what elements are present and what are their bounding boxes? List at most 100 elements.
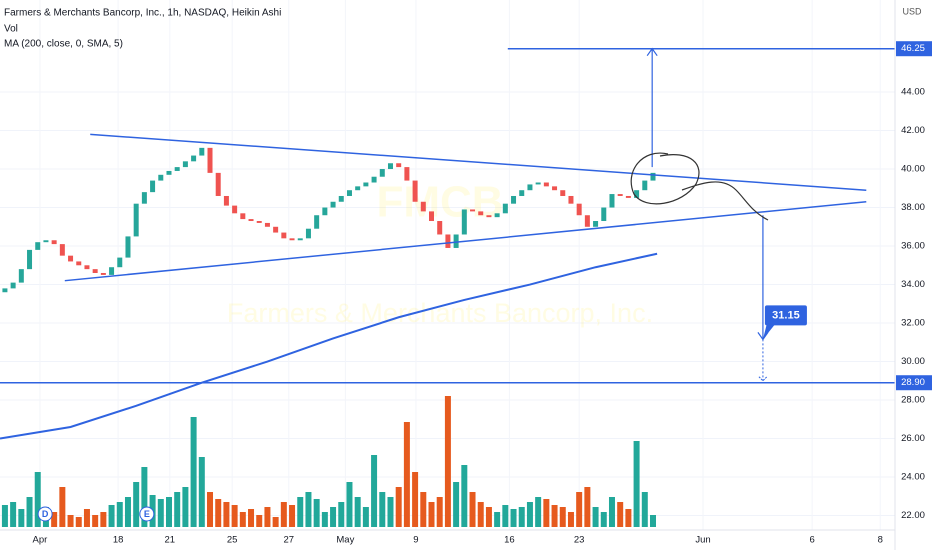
volume-bar [403, 422, 410, 527]
candle-body [199, 147, 205, 156]
candle-body [576, 203, 582, 216]
candle-body [511, 195, 517, 204]
x-tick-label: 21 [165, 535, 176, 546]
candle-body [437, 221, 443, 235]
volume-bar [543, 499, 550, 527]
watermark: FMCB Farmers & Merchants Bancorp, Inc. [227, 178, 653, 329]
volume-bar [453, 482, 460, 527]
sketch [630, 152, 769, 221]
y-tick-label: 22.00 [901, 510, 925, 521]
candle-body [35, 242, 41, 250]
x-tick-label: 8 [878, 535, 883, 546]
x-tick-label: Apr [33, 535, 48, 546]
candle-body [502, 203, 508, 214]
volume-bar [428, 502, 435, 527]
candle-body [584, 215, 590, 227]
candle-body [76, 261, 82, 266]
volume-bar [461, 465, 468, 527]
candle-body [478, 211, 484, 216]
x-tick-label: 25 [227, 535, 238, 546]
candle-body [445, 234, 451, 248]
x-tick-label: 9 [413, 535, 418, 546]
volume-bar [280, 502, 287, 527]
y-tick-label: 38.00 [901, 202, 925, 213]
candle-body [150, 180, 156, 193]
volume-bar [633, 441, 640, 527]
volume-bar [371, 455, 378, 527]
volume-bar [649, 515, 656, 527]
candle-body [330, 201, 336, 208]
candle-body [412, 180, 418, 202]
y-tick-label: 30.00 [901, 356, 925, 367]
candle-body [650, 172, 656, 181]
y-tick-label: 28.00 [901, 395, 925, 406]
volume-bar [272, 517, 279, 527]
x-tick-label: 16 [504, 535, 515, 546]
volume-bar [51, 512, 58, 527]
candle-body [568, 195, 574, 204]
volume-bar [313, 499, 320, 527]
volume-bar [1, 505, 8, 527]
candle-body [51, 240, 57, 245]
volume-bar [59, 487, 66, 527]
candle-body [429, 211, 435, 222]
volume-bar [165, 497, 172, 527]
volume-bar [625, 509, 632, 527]
price-label-bg [896, 375, 932, 391]
candle-body [174, 167, 180, 171]
volume-bar [248, 509, 255, 527]
y-tick-label: 40.00 [901, 164, 925, 175]
watermark-symbol: FMCB [376, 178, 503, 227]
candle-body [601, 207, 607, 222]
y-tick-label: 44.00 [901, 87, 925, 98]
candle-body [215, 172, 221, 196]
candle-body [297, 238, 303, 241]
candle-body [535, 182, 541, 185]
volume-bar [34, 472, 41, 527]
volume-bar [207, 492, 214, 527]
candle-body [642, 180, 648, 191]
candle-body [470, 209, 476, 212]
volume-bar [141, 467, 148, 527]
volume-bar [559, 507, 566, 527]
volume-bar [420, 492, 427, 527]
y-tick-label: 42.00 [901, 125, 925, 136]
volume-bar [584, 487, 591, 527]
event-label: D [42, 509, 49, 519]
trend-line [64, 201, 867, 282]
volume-bar [387, 497, 394, 527]
candle-body [133, 203, 139, 237]
volume-bar [338, 502, 345, 527]
x-tick-label: 18 [113, 535, 124, 546]
volume-bar [592, 507, 599, 527]
candle-body [543, 182, 549, 187]
x-tick-label: 6 [809, 535, 814, 546]
candle-body [379, 169, 385, 177]
candle-body [453, 234, 459, 248]
candle-body [68, 255, 74, 262]
y-tick-label: 36.00 [901, 241, 925, 252]
volume-bar [551, 505, 558, 527]
y-tick-label: 24.00 [901, 472, 925, 483]
y-tick-label: 26.00 [901, 433, 925, 444]
volume-bar [92, 515, 99, 527]
moving-average [0, 252, 658, 440]
volume-bar [256, 515, 263, 527]
price-label: 46.25 [901, 43, 925, 54]
event-marker [37, 506, 53, 522]
volume-bar [264, 507, 271, 527]
volume-bar [346, 482, 353, 527]
candle-body [617, 194, 623, 196]
volume-bar [67, 515, 74, 527]
target-label-bg [764, 305, 807, 326]
candle-body [387, 163, 393, 170]
grid [0, 0, 895, 530]
volume-bar [190, 417, 197, 527]
volume-bar [412, 472, 419, 527]
candle-body [404, 167, 410, 181]
arrow-head [646, 47, 658, 57]
volume-bar [526, 502, 533, 527]
volume-bar [215, 499, 222, 527]
candle-body [59, 244, 65, 256]
